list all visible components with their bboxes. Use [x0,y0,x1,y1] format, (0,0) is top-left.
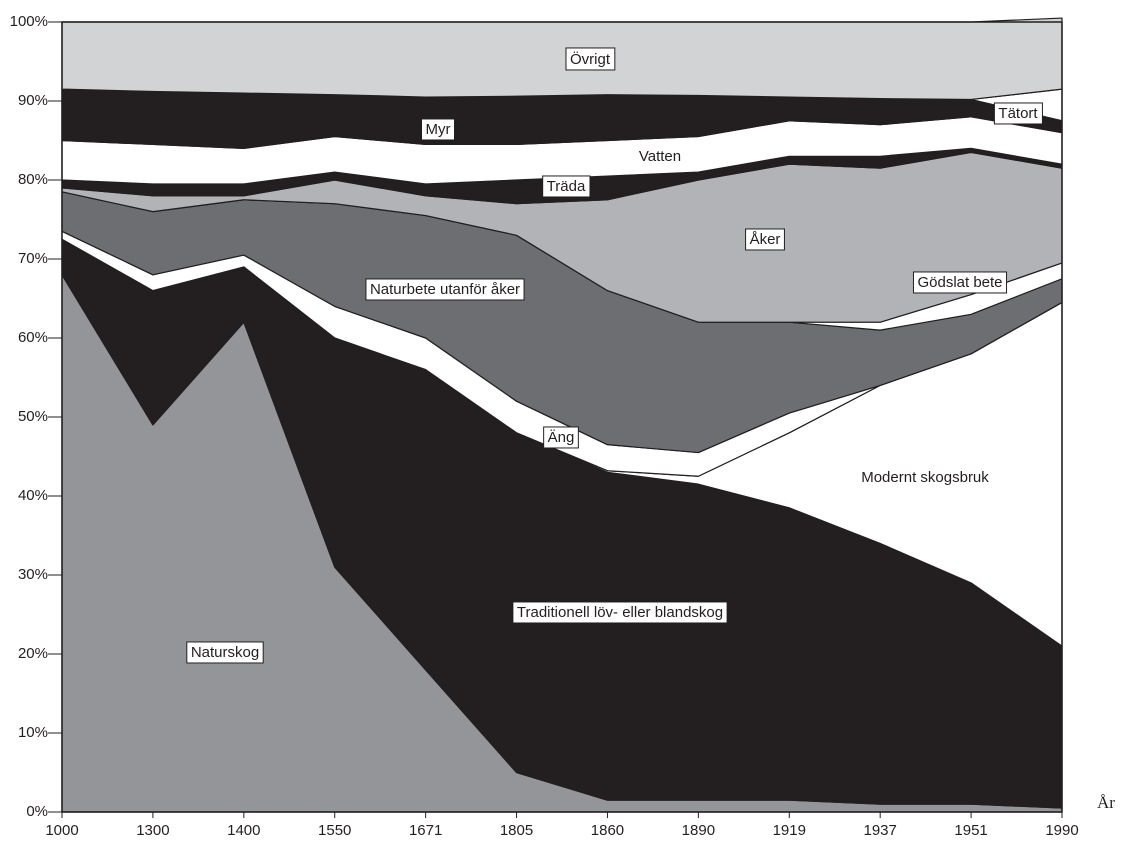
y-tick-label: 40% [18,487,48,504]
series-label: Modernt skogsbruk [861,469,989,486]
y-tick-label: 70% [18,250,48,267]
x-tick-label: 1937 [863,822,896,839]
y-tick-label: 50% [18,408,48,425]
series-label: Vatten [639,148,681,165]
area [61,17,1063,101]
x-tick-label: 1000 [45,822,78,839]
label-box [512,601,728,624]
x-tick-label: 1550 [318,822,351,839]
series-label-text: Modernt skogsbruk [861,469,989,486]
label-box [912,271,1008,294]
series-label-text: Traditionell löv- eller blandskog [517,604,723,621]
x-tick-label: 1671 [409,822,442,839]
x-tick-label: 1860 [591,822,624,839]
areas [61,17,1063,813]
series-label-text: Naturskog [191,644,259,661]
series-label-text: Gödslat bete [917,274,1002,291]
y-tick-label: 100% [10,13,48,30]
series-label-text: Tätort [998,105,1038,122]
label-box [365,278,525,301]
x-axis-label: År [1097,793,1115,812]
series-label-text: Naturbete utanför åker [370,281,520,298]
series-label: Gödslat bete [912,271,1008,294]
series-label: Naturbete utanför åker [365,278,525,301]
series-label-text: Vatten [639,148,681,165]
series-label-text: Åker [750,231,781,248]
label-box [543,426,579,449]
x-tick-label: 1951 [954,822,987,839]
y-tick-label: 90% [18,92,48,109]
series-label-text: Övrigt [570,50,611,68]
series-label-text: Myr [426,121,451,138]
series-label-text: Träda [547,178,586,195]
series-label: Övrigt [565,47,616,71]
x-tick-label: 1400 [227,822,260,839]
series-label-text: Äng [548,429,575,446]
y-tick-label: 60% [18,329,48,346]
series-label: Myr [421,118,455,141]
y-tick-label: 10% [18,724,48,741]
label-box [993,102,1043,125]
series-label: Traditionell löv- eller blandskog [512,601,728,624]
y-tick-label: 80% [18,171,48,188]
x-tick-label: 1805 [500,822,533,839]
x-tick-label: 1919 [773,822,806,839]
y-tick-label: 30% [18,566,48,583]
x-tick-label: 1890 [682,822,715,839]
series-labels: Naturskog Traditionell löv- eller blandsk… [186,47,1043,664]
series-label: Tätort [993,102,1043,125]
label-box [421,118,455,141]
label-box [186,641,264,664]
y-tick-label: 0% [26,803,48,820]
series-label: Äng [543,426,579,449]
series-label: Åker [745,228,785,251]
series-label: Träda [542,175,591,198]
x-tick-label: 1300 [136,822,169,839]
label-box [542,175,591,198]
label-box [565,47,616,71]
y-tick-label: 20% [18,645,48,662]
series-label: Naturskog [186,641,264,664]
label-box [745,228,785,251]
x-tick-label: 1990 [1045,822,1078,839]
